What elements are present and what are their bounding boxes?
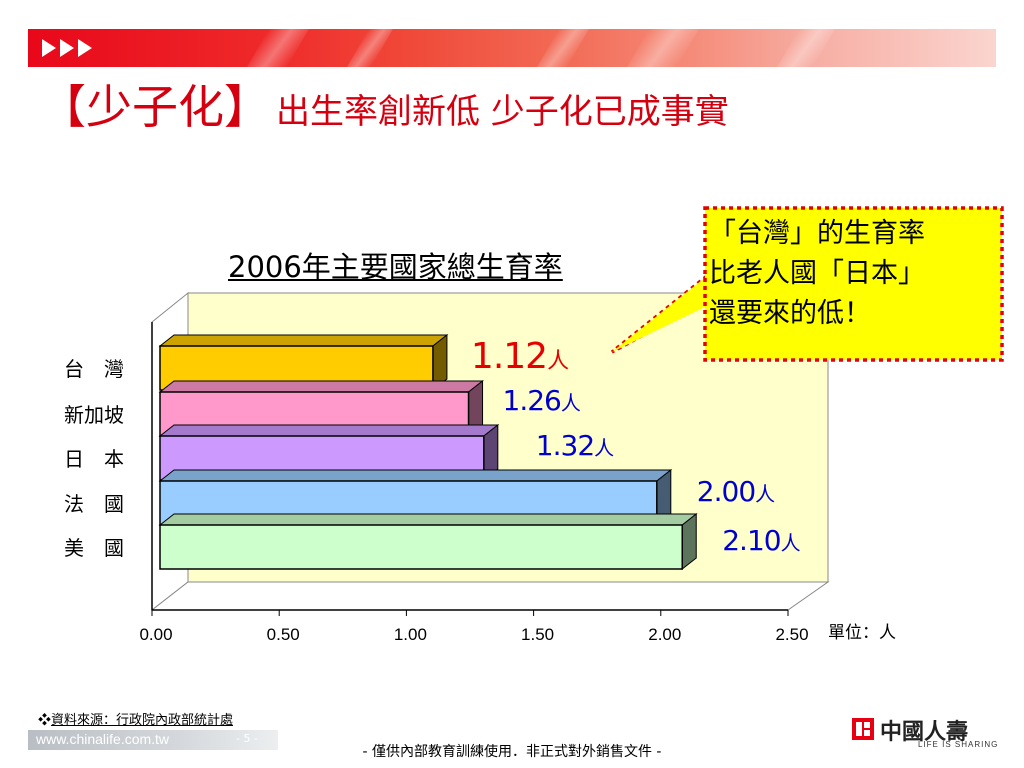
- bar-top: [158, 469, 673, 482]
- logo-tagline: LIFE IS SHARING: [918, 740, 999, 749]
- data-label-value: 1.32: [536, 429, 594, 462]
- data-label-unit: 人: [547, 349, 569, 374]
- bar-top: [158, 334, 449, 347]
- header-banner: [28, 29, 996, 67]
- data-label-unit: 人: [755, 482, 775, 506]
- data-label: 1.12人: [471, 336, 569, 377]
- website-url[interactable]: www.chinalife.com.tw: [36, 731, 170, 747]
- category-label: 美 國: [64, 536, 124, 560]
- category-label: 法 國: [64, 492, 124, 516]
- callout-text: 「台灣」的生育率 比老人國「日本」 還要來的低！: [709, 214, 999, 334]
- company-logo: 中國人壽 LIFE IS SHARING: [852, 716, 998, 752]
- x-tick-label: 2.00: [648, 625, 681, 644]
- footer-bar: www.chinalife.com.tw - 5 -: [28, 730, 278, 750]
- callout-pointer-fill: [612, 276, 707, 352]
- data-source: ❖資料來源：行政院內政部統計處: [38, 709, 233, 728]
- category-label: 台 灣: [64, 357, 124, 381]
- bar-top: [158, 380, 484, 393]
- chart-floor: [150, 581, 830, 611]
- page-number: - 5 -: [236, 732, 258, 745]
- bar-top: [158, 424, 500, 437]
- x-tick-label: 0.50: [267, 625, 300, 644]
- callout-box: [703, 206, 1004, 362]
- source-text: 資料來源：行政院內政部統計處: [51, 713, 234, 728]
- category-label: 日 本: [64, 447, 124, 471]
- data-label: 1.32人: [536, 429, 614, 462]
- x-tick-label: 2.50: [775, 625, 808, 644]
- title-main: 【少子化】: [40, 80, 270, 134]
- title-sub: 出生率創新低 少子化已成事實: [276, 92, 729, 132]
- data-label-value: 2.00: [697, 475, 755, 508]
- unit-label: 單位：人: [828, 623, 896, 643]
- page-title: 【少子化】 出生率創新低 少子化已成事實: [40, 84, 729, 130]
- footer-disclaimer: - 僅供內部教育訓練使用．非正式對外銷售文件 -: [362, 744, 662, 760]
- category-label: 新加坡: [64, 403, 124, 427]
- logo-name: 中國人壽: [880, 720, 969, 745]
- bar: [159, 524, 683, 570]
- x-tick-label: 0.00: [139, 625, 172, 644]
- data-label-value: 2.10: [722, 524, 780, 557]
- x-tick-label: 1.00: [394, 625, 427, 644]
- x-tick-label: 1.50: [521, 625, 554, 644]
- data-label: 2.00人: [697, 475, 775, 508]
- data-label-value: 1.26: [503, 384, 562, 417]
- callout-line-3: 還要來的低！: [709, 298, 871, 329]
- triple-arrow-icon: [42, 39, 92, 57]
- chart-title: 2006年主要國家總生育率: [228, 250, 563, 284]
- data-label-unit: 人: [781, 531, 801, 555]
- data-label: 1.26人: [503, 384, 581, 417]
- bullet-icon: ❖: [38, 713, 52, 728]
- data-label-unit: 人: [561, 391, 581, 415]
- bar-top: [158, 513, 698, 526]
- callout-line-1: 「台灣」的生育率: [709, 218, 925, 249]
- data-label-unit: 人: [594, 436, 614, 460]
- data-label-value: 1.12: [471, 336, 547, 377]
- callout-line-2: 比老人國「日本」: [709, 258, 925, 289]
- data-label: 2.10人: [722, 524, 800, 557]
- logo-mark-icon: [852, 718, 874, 740]
